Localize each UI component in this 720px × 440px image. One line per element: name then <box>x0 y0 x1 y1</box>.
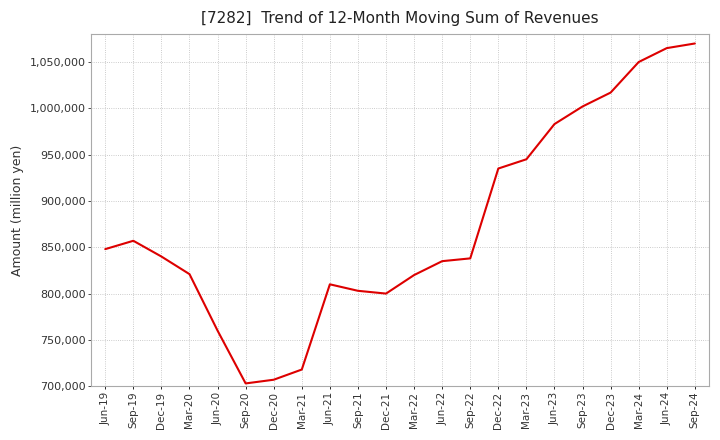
Y-axis label: Amount (million yen): Amount (million yen) <box>11 145 24 276</box>
Title: [7282]  Trend of 12-Month Moving Sum of Revenues: [7282] Trend of 12-Month Moving Sum of R… <box>202 11 599 26</box>
